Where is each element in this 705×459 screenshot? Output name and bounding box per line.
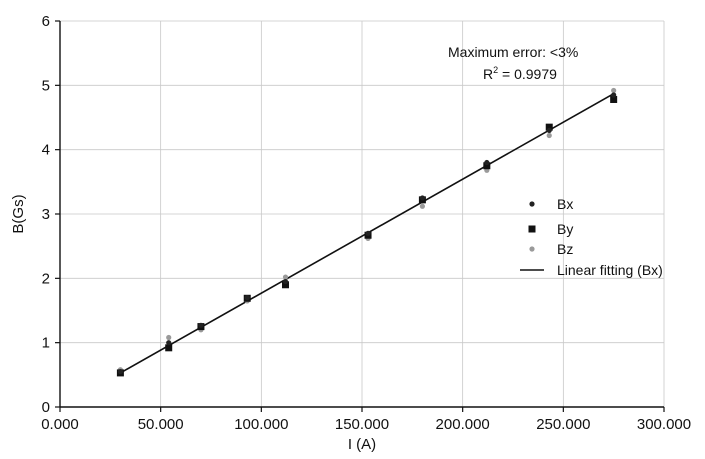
point-bx	[244, 295, 250, 301]
point-bx	[117, 369, 123, 375]
x-axis-title: I (A)	[348, 436, 376, 453]
point-bz	[166, 334, 172, 341]
max-error-annotation: Maximum error: <3%	[448, 44, 578, 60]
legend: Bx By Bz Linear fitting (Bx)	[520, 196, 663, 278]
legend-label-by: By	[557, 221, 573, 237]
point-bx	[484, 159, 490, 166]
point-by	[281, 281, 289, 289]
y-tick-label: 1	[42, 335, 50, 352]
data-points	[116, 87, 618, 377]
legend-label-bx: Bx	[557, 196, 573, 212]
x-tick-label: 100.000	[234, 416, 288, 433]
r-squared-exponent: 2	[493, 65, 498, 75]
point-bz	[282, 274, 289, 280]
y-tick-label: 6	[42, 13, 50, 30]
y-axis-title: B(Gs)	[10, 194, 27, 233]
x-tick-label: 250.000	[536, 416, 590, 433]
point-by	[610, 95, 618, 103]
legend-marker-by	[528, 225, 536, 233]
x-tick-label: 50.000	[138, 416, 184, 433]
point-bz	[546, 132, 552, 139]
legend-label-bz: Bz	[557, 241, 573, 257]
point-bz	[611, 87, 617, 94]
y-tick-label: 3	[42, 206, 50, 223]
point-by	[165, 344, 173, 352]
y-tick-label: 0	[42, 399, 50, 416]
x-tick-label: 150.000	[335, 416, 389, 433]
x-tick-label: 0.000	[41, 416, 79, 433]
point-by	[483, 162, 491, 170]
legend-marker-bz	[529, 246, 535, 252]
point-bx	[546, 127, 552, 133]
point-bx	[365, 230, 371, 236]
r-squared-annotation: R2 = 0.9979	[483, 65, 557, 82]
point-bx	[611, 92, 617, 98]
point-bz	[419, 203, 425, 209]
y-tick-label: 4	[42, 142, 50, 159]
point-bx	[198, 322, 204, 328]
r-squared-value: = 0.9979	[498, 66, 557, 82]
grid	[60, 20, 665, 407]
y-tick-label: 2	[42, 270, 50, 287]
point-by	[545, 123, 553, 131]
x-tick-label: 300.000	[637, 416, 691, 433]
ticks	[55, 20, 665, 412]
legend-marker-bx	[529, 201, 535, 207]
r-squared-symbol: R	[483, 66, 493, 82]
legend-label-fit: Linear fitting (Bx)	[557, 262, 663, 278]
point-bx	[419, 195, 425, 201]
x-tick-label: 200.000	[436, 416, 490, 433]
tick-labels: 0.000 50.000 100.000 150.000 200.000 250.000 3…	[41, 13, 691, 433]
y-tick-label: 5	[42, 77, 50, 94]
point-bx	[166, 340, 172, 346]
point-bx	[282, 278, 289, 285]
